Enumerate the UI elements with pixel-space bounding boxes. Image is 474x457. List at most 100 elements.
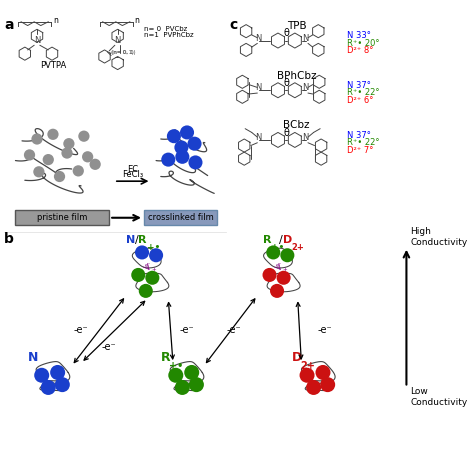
Text: (n= 0, 1): (n= 0, 1)	[112, 50, 134, 55]
Circle shape	[47, 129, 59, 140]
Text: EC: EC	[127, 165, 138, 174]
Text: N: N	[255, 133, 262, 142]
Text: pristine film: pristine film	[37, 213, 88, 222]
Text: +•: +•	[147, 243, 160, 252]
Text: N: N	[255, 33, 262, 43]
Circle shape	[135, 245, 149, 260]
Text: R: R	[161, 351, 171, 364]
Circle shape	[82, 151, 93, 162]
Circle shape	[31, 133, 43, 144]
Text: N: N	[302, 33, 309, 43]
Circle shape	[174, 140, 189, 154]
Text: N: N	[114, 37, 121, 45]
Text: D²⁺ 7°: D²⁺ 7°	[347, 146, 374, 154]
Text: -e⁻: -e⁻	[180, 325, 194, 335]
Text: D: D	[292, 351, 302, 364]
Text: a: a	[4, 18, 14, 32]
Text: +•: +•	[169, 361, 183, 371]
Text: θ: θ	[283, 128, 289, 138]
Text: R: R	[138, 235, 147, 245]
Text: D²⁺ 6°: D²⁺ 6°	[347, 96, 374, 105]
Text: +: +	[282, 267, 287, 272]
Text: e⁻: e⁻	[145, 263, 151, 268]
Circle shape	[90, 159, 101, 170]
Text: Low
Conductivity: Low Conductivity	[410, 388, 467, 407]
Circle shape	[300, 368, 315, 383]
Circle shape	[33, 166, 45, 177]
Text: N 37°: N 37°	[347, 131, 371, 139]
Text: b: b	[4, 232, 14, 246]
Circle shape	[175, 380, 190, 395]
Text: -e⁻: -e⁻	[227, 325, 241, 335]
Text: +: +	[151, 267, 155, 272]
Text: TPB: TPB	[287, 21, 307, 31]
Text: n: n	[135, 16, 139, 25]
Text: N: N	[302, 83, 309, 92]
Text: θ: θ	[283, 78, 289, 88]
Text: /: /	[279, 235, 283, 245]
Text: n: n	[53, 16, 58, 25]
Circle shape	[189, 377, 204, 392]
Circle shape	[34, 368, 49, 383]
Bar	[16, 210, 109, 225]
Text: R⁺• 22°: R⁺• 22°	[347, 88, 380, 97]
Circle shape	[50, 365, 65, 380]
Circle shape	[276, 271, 291, 285]
Circle shape	[180, 125, 194, 139]
Text: N: N	[255, 83, 262, 92]
Text: n=1  PVPhCbz: n=1 PVPhCbz	[144, 32, 193, 38]
Circle shape	[316, 365, 330, 380]
Text: θ: θ	[283, 28, 289, 38]
Circle shape	[43, 154, 54, 165]
Text: e⁻: e⁻	[276, 263, 282, 268]
Text: BCbz: BCbz	[283, 120, 310, 130]
Text: R⁺• 20°: R⁺• 20°	[347, 39, 380, 48]
Circle shape	[54, 171, 65, 182]
Bar	[144, 210, 217, 225]
Circle shape	[175, 150, 190, 164]
Text: +•: +•	[272, 243, 285, 252]
Text: /: /	[135, 235, 138, 245]
Text: FeCl₃: FeCl₃	[122, 170, 143, 179]
Circle shape	[41, 380, 56, 395]
Text: BPhCbz: BPhCbz	[277, 70, 317, 80]
Text: N: N	[126, 235, 136, 245]
Text: n= 0  PVCbz: n= 0 PVCbz	[144, 26, 187, 32]
Text: 2+: 2+	[301, 361, 315, 371]
Circle shape	[63, 138, 74, 149]
Text: c: c	[229, 18, 237, 32]
Text: PVTPA: PVTPA	[40, 61, 66, 70]
Circle shape	[24, 149, 35, 160]
Text: (n= 0, 1): (n= 0, 1)	[111, 50, 136, 55]
Text: N 33°: N 33°	[347, 31, 371, 40]
Text: -e⁻: -e⁻	[74, 325, 88, 335]
Circle shape	[168, 368, 183, 383]
Circle shape	[161, 153, 175, 167]
Circle shape	[131, 268, 146, 282]
Circle shape	[139, 284, 153, 298]
Circle shape	[62, 148, 73, 159]
Text: 2+: 2+	[291, 243, 304, 252]
Circle shape	[55, 377, 70, 392]
Circle shape	[263, 268, 276, 282]
Circle shape	[149, 248, 163, 262]
Text: crosslinked film: crosslinked film	[147, 213, 213, 222]
Circle shape	[306, 380, 321, 395]
Text: D²⁺ 8°: D²⁺ 8°	[347, 46, 374, 55]
Circle shape	[167, 129, 181, 143]
Circle shape	[189, 155, 202, 170]
Text: N 37°: N 37°	[347, 81, 371, 90]
Text: N: N	[302, 133, 309, 142]
Text: -e⁻: -e⁻	[102, 342, 117, 352]
Text: N: N	[34, 37, 40, 45]
Text: D: D	[283, 235, 292, 245]
Circle shape	[184, 365, 199, 380]
Circle shape	[320, 377, 335, 392]
Text: High
Conductivity: High Conductivity	[410, 228, 467, 247]
Text: N: N	[27, 351, 38, 364]
Text: R: R	[263, 235, 272, 245]
Circle shape	[78, 131, 90, 142]
Circle shape	[266, 245, 280, 260]
Circle shape	[146, 271, 159, 285]
Circle shape	[73, 165, 84, 176]
